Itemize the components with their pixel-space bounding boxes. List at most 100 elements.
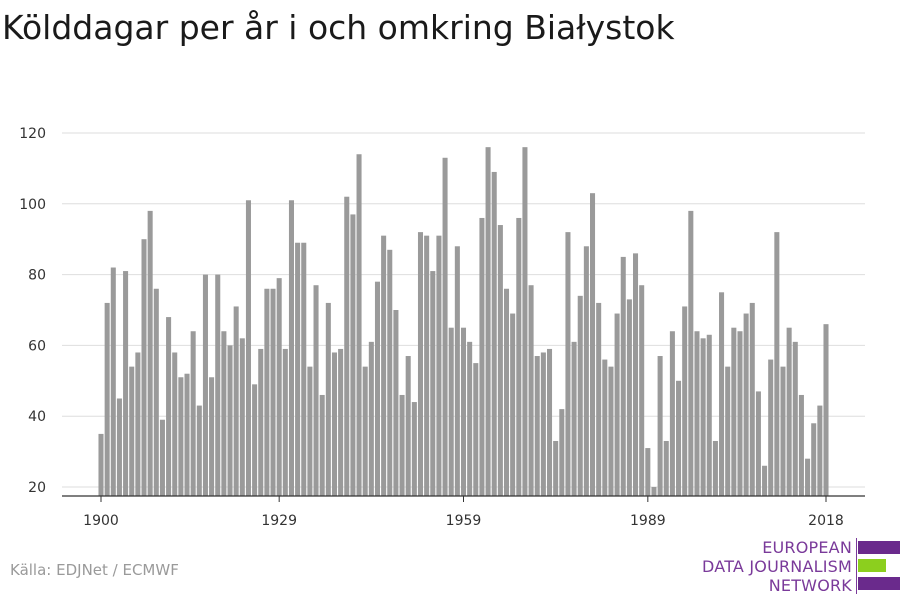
bar-1978 — [577, 295, 583, 496]
bar-1910 — [159, 419, 165, 496]
bar-1976 — [565, 232, 571, 496]
bar-1925 — [252, 384, 258, 496]
bar-1980 — [590, 193, 596, 496]
bar-1970 — [528, 285, 534, 496]
bar-1989 — [645, 448, 651, 496]
bar-1979 — [583, 246, 589, 496]
bar-1900 — [98, 433, 104, 496]
y-axis-tick-labels: 20 40 60 80 100 120 — [19, 126, 46, 496]
bar-1934 — [307, 366, 313, 496]
logo-bar-middle — [858, 559, 886, 572]
bar-1951 — [411, 402, 417, 496]
bar-1993 — [669, 331, 675, 496]
x-tick-label: 1929 — [261, 513, 297, 529]
bar-1962 — [479, 217, 485, 496]
y-tick-label: 80 — [28, 268, 46, 284]
bar-1923 — [239, 338, 245, 496]
bar-1960 — [467, 341, 473, 496]
bar-1930 — [282, 348, 288, 496]
y-tick-label: 120 — [19, 126, 46, 142]
bar-2005 — [743, 313, 749, 496]
bar-1906 — [135, 352, 141, 496]
bar-1995 — [682, 306, 688, 496]
y-tick-label: 40 — [28, 409, 46, 425]
bar-1927 — [264, 288, 270, 496]
bar-1998 — [700, 338, 706, 496]
bar-1999 — [706, 334, 712, 496]
bar-2008 — [762, 465, 768, 496]
bar-1948 — [393, 310, 399, 496]
x-tick-label: 1900 — [83, 513, 119, 529]
bar-1954 — [430, 271, 436, 496]
chart-title: Kölddagar per år i och omkring Białystok — [2, 8, 675, 47]
bar-1987 — [633, 253, 639, 496]
y-tick-label: 60 — [28, 338, 46, 354]
bar-1916 — [196, 405, 202, 496]
bar-1938 — [331, 352, 337, 496]
bar-1972 — [540, 352, 546, 496]
bar-1957 — [448, 327, 454, 496]
bar-1940 — [344, 196, 350, 496]
bar-1958 — [454, 246, 460, 496]
bar-2010 — [774, 232, 780, 496]
bar-1942 — [356, 154, 362, 497]
bar-2012 — [786, 327, 792, 496]
bar-2000 — [712, 440, 718, 496]
bar-1965 — [497, 225, 503, 497]
bar-2007 — [755, 391, 761, 496]
bar-1945 — [374, 281, 380, 496]
bar-1971 — [534, 356, 540, 496]
y-tick-label: 100 — [19, 197, 46, 213]
bar-1943 — [362, 366, 368, 496]
logo-line-1: EUROPEAN — [762, 538, 852, 557]
bar-1937 — [325, 302, 331, 496]
bar-2004 — [737, 331, 743, 496]
bar-1946 — [381, 235, 387, 496]
edjnet-logo: EUROPEAN DATA JOURNALISM NETWORK — [700, 538, 900, 598]
bar-2006 — [749, 302, 755, 496]
bar-1912 — [172, 352, 178, 496]
bar-1935 — [313, 285, 319, 496]
bar-1949 — [399, 394, 405, 496]
bar-1952 — [417, 232, 424, 496]
bar-1968 — [516, 217, 522, 496]
bar-1973 — [547, 348, 553, 496]
bar-1981 — [596, 302, 602, 496]
bar-2002 — [725, 366, 731, 496]
x-tick-label: 1989 — [630, 513, 666, 529]
bar-1982 — [602, 359, 608, 496]
bar-1924 — [245, 200, 251, 496]
bar-1917 — [202, 274, 208, 496]
bars — [98, 147, 829, 497]
bar-1985 — [620, 256, 626, 496]
bar-2016 — [811, 423, 817, 496]
bar-1931 — [288, 200, 294, 496]
bar-1947 — [387, 249, 393, 496]
bar-1986 — [626, 299, 632, 496]
x-tick-label: 1959 — [446, 513, 482, 529]
bar-1932 — [295, 242, 301, 496]
bar-1944 — [368, 341, 374, 496]
bar-1977 — [571, 341, 577, 496]
bar-1966 — [503, 288, 510, 496]
bar-2018 — [823, 324, 829, 496]
bar-1990 — [651, 487, 657, 496]
bar-1901 — [104, 302, 110, 496]
bar-1913 — [178, 377, 184, 496]
bar-2013 — [792, 341, 798, 496]
logo-line-2: DATA JOURNALISM — [702, 557, 852, 576]
bar-1936 — [319, 394, 325, 496]
bar-1988 — [639, 285, 645, 496]
bar-1964 — [491, 171, 497, 496]
bar-2011 — [780, 366, 786, 496]
bar-1992 — [663, 440, 669, 496]
bar-1997 — [694, 331, 700, 496]
bar-1956 — [442, 157, 448, 496]
bar-1984 — [614, 313, 620, 496]
x-axis: 1900 1929 1959 1989 2018 — [62, 495, 865, 529]
bar-1908 — [147, 210, 153, 496]
bar-1969 — [522, 147, 528, 496]
bar-1963 — [485, 147, 491, 496]
bar-1974 — [553, 440, 559, 496]
